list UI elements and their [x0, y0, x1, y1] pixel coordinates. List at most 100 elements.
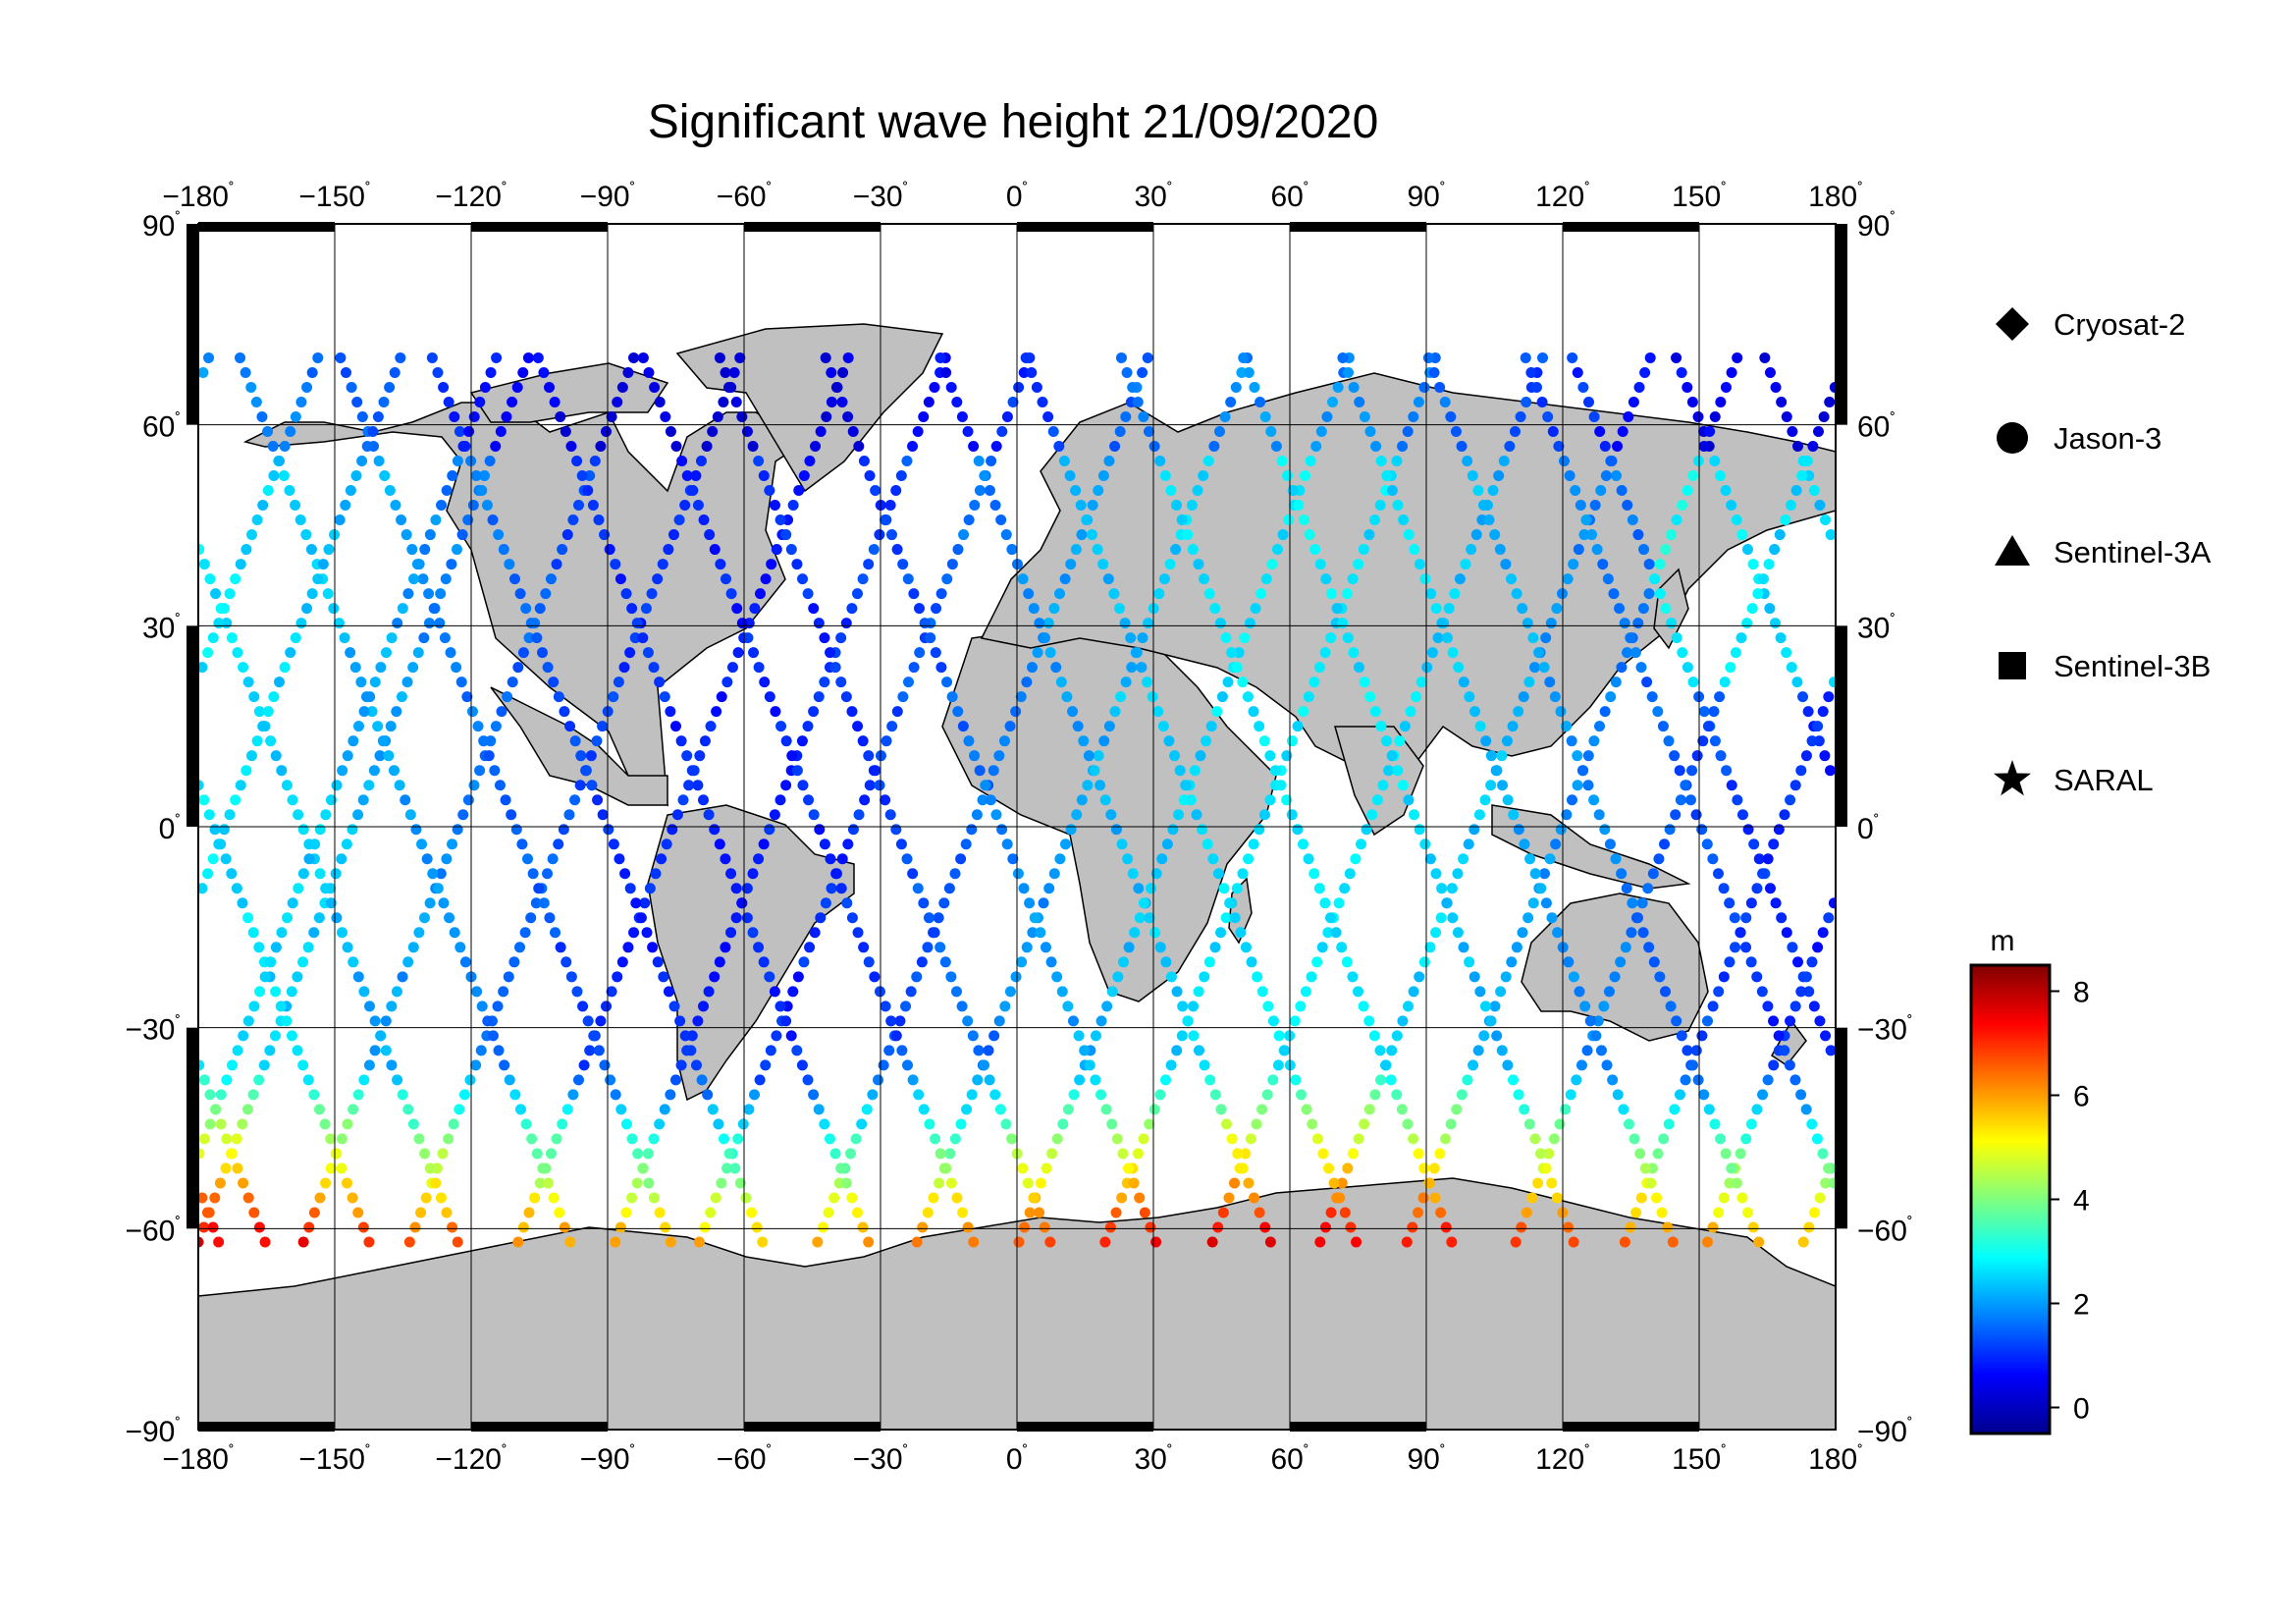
track-point	[428, 603, 440, 615]
track-point	[1430, 603, 1442, 615]
track-point	[336, 853, 347, 865]
track-point	[580, 765, 592, 777]
track-point	[1345, 1221, 1357, 1233]
track-point	[1073, 1030, 1085, 1042]
track-point	[864, 780, 876, 791]
track-point	[1195, 750, 1206, 762]
track-point	[918, 410, 930, 422]
track-point	[1707, 853, 1719, 865]
track-point	[1098, 735, 1110, 747]
track-point	[203, 352, 215, 363]
track-point	[1747, 559, 1759, 570]
track-point	[916, 956, 928, 968]
track-point	[458, 1089, 470, 1101]
track-point	[363, 780, 375, 791]
track-point	[1020, 352, 1032, 363]
track-point	[989, 1089, 1001, 1101]
track-point	[517, 366, 529, 378]
track-point	[430, 1177, 442, 1189]
track-point	[504, 559, 515, 570]
lon-label-top: −150˚	[298, 180, 370, 213]
track-point	[1487, 485, 1499, 497]
track-point	[951, 396, 963, 407]
track-point	[257, 721, 269, 732]
track-point	[435, 588, 447, 600]
track-point	[1663, 1118, 1675, 1130]
track-point	[400, 529, 412, 541]
track-point	[504, 1074, 515, 1086]
legend-label: Sentinel-3A	[2054, 535, 2212, 569]
track-point	[1213, 425, 1225, 437]
track-point	[1407, 1221, 1418, 1233]
track-point	[1371, 794, 1383, 806]
track-point	[1038, 897, 1049, 909]
track-point	[248, 691, 260, 703]
track-point	[1129, 927, 1141, 939]
track-point	[1115, 352, 1127, 363]
track-point	[1238, 352, 1250, 363]
track-point	[253, 1074, 265, 1086]
track-point	[1770, 381, 1782, 393]
track-point	[732, 1133, 744, 1145]
track-point	[1153, 588, 1165, 600]
track-point	[1574, 986, 1585, 998]
track-point	[569, 794, 581, 806]
track-point	[367, 425, 379, 437]
track-point	[1146, 883, 1157, 894]
track-point	[1692, 456, 1704, 467]
track-point	[654, 676, 666, 688]
track-point	[1746, 603, 1758, 615]
track-point	[714, 956, 725, 968]
track-point	[775, 721, 787, 732]
lon-label-top: 150˚	[1672, 180, 1727, 213]
track-point	[1254, 721, 1265, 732]
track-point	[1692, 410, 1704, 422]
track-point	[886, 721, 898, 732]
track-point	[924, 1118, 935, 1130]
track-point	[957, 1207, 969, 1218]
track-point	[1313, 883, 1325, 894]
track-point	[1134, 1192, 1146, 1204]
track-point	[1787, 942, 1798, 953]
track-point	[1676, 366, 1687, 378]
track-point	[495, 425, 507, 437]
track-point	[449, 927, 460, 939]
track-point	[448, 1118, 459, 1130]
track-point	[1496, 750, 1508, 762]
track-point	[430, 514, 442, 526]
track-point	[690, 1059, 702, 1071]
track-point	[1331, 603, 1343, 615]
track-point	[198, 1059, 205, 1071]
track-point	[454, 425, 465, 437]
track-point	[1159, 470, 1171, 482]
track-point	[1622, 647, 1633, 659]
track-point	[1356, 839, 1367, 850]
track-point	[1460, 559, 1471, 570]
track-point	[1189, 765, 1201, 777]
track-point	[1435, 912, 1447, 924]
track-point	[1509, 425, 1521, 437]
track-point	[1270, 440, 1282, 452]
track-point	[996, 824, 1008, 836]
track-point	[648, 1133, 660, 1145]
track-point	[1084, 1059, 1095, 1071]
lat-label-right: 30˚	[1857, 611, 1896, 644]
track-point	[599, 1059, 611, 1071]
track-point	[649, 381, 661, 393]
track-point	[674, 1015, 686, 1027]
track-point	[1808, 485, 1820, 497]
track-point	[1201, 735, 1212, 747]
track-point	[483, 750, 495, 762]
track-point	[551, 1133, 562, 1145]
track-point	[1507, 721, 1519, 732]
track-point	[1594, 721, 1606, 732]
track-point	[265, 956, 277, 968]
track-point	[1595, 485, 1607, 497]
track-point	[1292, 721, 1304, 732]
track-point	[949, 1133, 961, 1145]
track-point	[1540, 632, 1552, 644]
track-point	[863, 1236, 875, 1248]
track-point	[1709, 1118, 1721, 1130]
track-point	[276, 927, 288, 939]
track-point	[641, 927, 653, 939]
